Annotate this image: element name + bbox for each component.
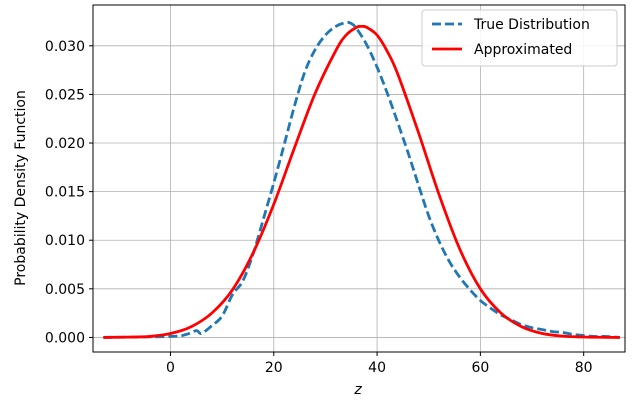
series-approximated xyxy=(103,24,620,339)
y-tick-label: 0.005 xyxy=(45,282,85,298)
series-group xyxy=(103,20,620,339)
legend-label-approximated: Approximated xyxy=(474,42,572,58)
x-axis: 0 20 40 60 80 xyxy=(166,352,593,376)
legend: True Distribution Approximated xyxy=(421,9,618,67)
legend-label-true-distribution: True Distribution xyxy=(473,17,590,33)
grid xyxy=(93,5,625,352)
y-tick-label: 0.010 xyxy=(45,233,85,249)
y-tick-label: 0.015 xyxy=(45,185,85,201)
x-tick-label: 40 xyxy=(368,360,386,376)
y-tick-label: 0.020 xyxy=(45,136,85,152)
plot-area-frame xyxy=(92,4,626,353)
y-axis: 0.000 0.005 0.010 0.015 0.020 0.025 0.030 xyxy=(45,39,93,346)
legend-box xyxy=(421,9,618,67)
x-axis-label: z xyxy=(353,382,362,398)
y-tick-label: 0.025 xyxy=(45,87,85,103)
y-tick-label: 0.030 xyxy=(45,39,85,55)
x-tick-label: 20 xyxy=(265,360,283,376)
series-true-distribution xyxy=(103,20,620,339)
y-tick-label: 0.000 xyxy=(45,330,85,346)
x-tick-label: 0 xyxy=(166,360,175,376)
y-axis-label: Probability Density Function xyxy=(13,90,29,286)
x-tick-label: 80 xyxy=(575,360,593,376)
x-tick-label: 60 xyxy=(471,360,489,376)
